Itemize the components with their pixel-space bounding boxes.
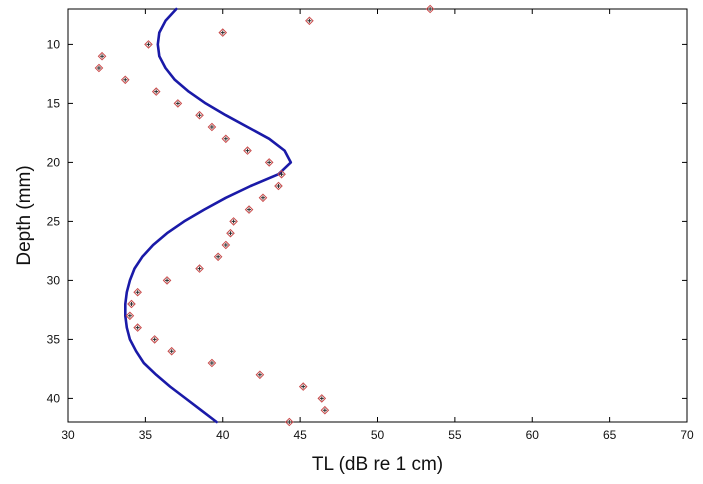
- measured-point: [284, 417, 294, 427]
- measured-point: [97, 51, 107, 61]
- measured-point: [195, 264, 204, 273]
- measured-point: [195, 110, 204, 120]
- measured-point: [162, 276, 172, 285]
- plot-area: [67, 8, 688, 423]
- measured-point: [425, 4, 435, 14]
- measured-point: [221, 134, 231, 144]
- measured-point: [243, 146, 252, 155]
- measured-point: [173, 99, 183, 108]
- measured-point: [94, 63, 104, 73]
- measured-point: [244, 205, 254, 214]
- x-tick-label: 30: [61, 428, 75, 442]
- y-tick-label: 30: [47, 273, 61, 287]
- measured-point: [258, 193, 268, 203]
- measured-point: [317, 394, 327, 403]
- measured-point: [167, 346, 176, 356]
- measured-point: [221, 240, 231, 250]
- x-tick-label: 70: [680, 428, 694, 442]
- measured-point: [320, 405, 330, 415]
- x-tick-label: 65: [603, 428, 617, 442]
- y-tick-label: 10: [47, 37, 61, 51]
- x-tick-label: 45: [293, 428, 307, 442]
- measured-point: [226, 228, 235, 238]
- measured-point: [207, 122, 217, 132]
- y-tick-label: 35: [47, 332, 61, 346]
- x-tick-label: 55: [448, 428, 462, 442]
- measured-point: [207, 358, 217, 368]
- measured-point: [151, 87, 161, 96]
- measured-point: [133, 287, 142, 297]
- measured-point: [150, 335, 159, 344]
- tl-model-curve: [124, 7, 293, 424]
- measured-point: [274, 181, 283, 191]
- measured-point: [298, 382, 308, 391]
- measured-point: [133, 323, 142, 332]
- y-axis-title: Depth (mm): [14, 165, 35, 265]
- measured-point: [144, 40, 153, 49]
- y-tick-label: 15: [47, 96, 61, 110]
- measured-point: [305, 16, 314, 26]
- measured-point: [125, 311, 135, 321]
- measured-point: [213, 252, 223, 262]
- x-tick-label: 50: [371, 428, 385, 442]
- measured-point: [120, 75, 130, 85]
- measured-point: [229, 217, 238, 226]
- x-tick-label: 60: [526, 428, 540, 442]
- tick-layer: 30 35 40 45 50 55 60 65 70 10 15 20 25 30 35 40: [47, 9, 694, 442]
- x-tick-label: 35: [139, 428, 153, 442]
- measured-point: [127, 299, 136, 309]
- series-layer: [94, 4, 435, 427]
- y-tick-label: 25: [47, 214, 61, 228]
- x-axis-title: TL (dB re 1 cm): [312, 454, 443, 475]
- measured-point: [277, 169, 286, 179]
- measured-point: [255, 370, 265, 380]
- measured-point: [264, 158, 274, 167]
- y-tick-label: 20: [47, 155, 61, 169]
- measured-point: [218, 28, 228, 37]
- y-tick-label: 40: [47, 391, 61, 405]
- x-tick-label: 40: [216, 428, 230, 442]
